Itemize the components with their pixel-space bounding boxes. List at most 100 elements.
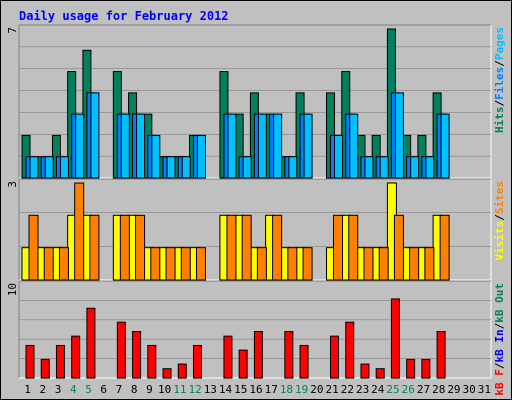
bar-pages-day-3	[59, 156, 69, 179]
bar-sites-day-21	[333, 214, 344, 281]
day-label: 17	[265, 383, 278, 396]
bar-sites-day-1	[28, 214, 39, 281]
day-label: 1	[24, 383, 31, 396]
legend-entry: /	[493, 362, 506, 369]
day-label: 23	[356, 383, 369, 396]
bar-sites-day-10	[165, 247, 176, 281]
bar-kb-f-day-2	[40, 358, 50, 379]
bar-sites-day-5	[89, 214, 100, 281]
bar-kb-f-day-27	[421, 358, 431, 379]
day-label: 24	[371, 383, 385, 396]
y-axis-max-label: 3	[6, 181, 19, 188]
day-label: 18	[280, 383, 293, 396]
panel-legend: Visits/Sites	[493, 181, 506, 261]
y-axis-max-label: 7	[6, 27, 19, 34]
bar-kb-f-day-25	[390, 298, 400, 379]
bar-pages-day-1	[29, 156, 39, 179]
bar-pages-day-16	[257, 113, 267, 179]
legend-entry: Hits	[493, 107, 506, 134]
series-sites	[28, 182, 450, 281]
legend-entry: kB In	[493, 329, 506, 362]
y-axis-max-label: 10	[6, 283, 19, 296]
day-label: 31	[478, 383, 491, 396]
bar-pages-day-22	[349, 113, 359, 179]
bar-kb-f-day-12	[192, 344, 202, 379]
day-label: 16	[249, 383, 262, 396]
bar-sites-day-19	[302, 247, 313, 281]
bar-sites-day-3	[58, 247, 69, 281]
day-label: 19	[295, 383, 308, 396]
day-label: 15	[234, 383, 247, 396]
bar-pages-day-15	[242, 156, 252, 179]
bar-pages-day-17	[273, 113, 283, 179]
x-axis-day-labels: 1 2 3 4 5 6 7 8 9 10 11 12 13 14 15 16 17 18 19 20 21 22 23 24 2…	[24, 383, 491, 396]
legend-entry: Pages	[493, 27, 506, 60]
bar-kb-f-day-3	[55, 344, 65, 379]
bar-kb-f-day-14	[223, 335, 233, 379]
bar-pages-day-4	[75, 113, 85, 179]
bar-kb-f-day-21	[330, 335, 340, 379]
bar-kb-f-day-5	[86, 307, 96, 379]
bar-kb-f-day-16	[253, 331, 263, 379]
day-label: 28	[432, 383, 445, 396]
bar-sites-day-23	[363, 247, 374, 281]
bar-sites-day-4	[74, 182, 85, 281]
bar-pages-day-8	[136, 113, 146, 179]
panel-legend: kB F/kB In/kB Out	[493, 283, 506, 396]
series-pages	[29, 92, 450, 179]
day-label: 6	[100, 383, 107, 396]
day-label: 12	[188, 383, 201, 396]
bar-kb-f-day-9	[147, 344, 157, 379]
bar-sites-day-27	[424, 247, 435, 281]
bar-sites-day-9	[150, 247, 161, 281]
bar-pages-day-14	[227, 113, 237, 179]
bar-sites-day-12	[195, 247, 206, 281]
bar-sites-day-17	[272, 214, 283, 281]
bar-pages-day-10	[166, 156, 176, 179]
bar-sites-day-25	[393, 214, 404, 281]
bar-pages-day-24	[379, 156, 389, 179]
day-label: 3	[55, 383, 62, 396]
legend-entry: kB F	[493, 369, 506, 396]
legend-entry: Sites	[493, 181, 506, 214]
panel-legend: Hits/Files/Pages	[493, 27, 506, 133]
bar-pages-day-27	[425, 156, 435, 179]
day-label: 22	[341, 383, 354, 396]
bar-sites-day-16	[256, 247, 267, 281]
day-label: 20	[310, 383, 323, 396]
day-label: 30	[463, 383, 476, 396]
bar-kb-f-day-24	[375, 368, 385, 379]
series-kb-f	[25, 298, 446, 379]
bar-kb-f-day-4	[71, 335, 81, 379]
bar-sites-day-15	[241, 214, 252, 281]
bar-kb-f-day-28	[436, 331, 446, 379]
bar-sites-day-2	[43, 247, 54, 281]
bar-sites-day-11	[180, 247, 191, 281]
legend-entry: /	[493, 60, 506, 67]
chart-title: Daily usage for February 2012	[19, 9, 229, 23]
day-label: 8	[131, 383, 138, 396]
day-label: 5	[85, 383, 92, 396]
day-label: 21	[326, 383, 339, 396]
bar-pages-day-12	[196, 134, 206, 179]
bar-pages-day-2	[44, 156, 54, 179]
bar-pages-day-11	[181, 156, 191, 179]
bar-kb-f-day-26	[406, 358, 416, 379]
day-label: 7	[116, 383, 123, 396]
panel-kbytes: 10 kB F/kB In/kB Out	[6, 280, 506, 396]
bar-sites-day-28	[439, 214, 450, 281]
bar-pages-day-7	[120, 113, 130, 179]
bar-pages-day-28	[440, 113, 450, 179]
bar-pages-day-19	[303, 113, 313, 179]
bar-sites-day-18	[287, 247, 298, 281]
day-label: 25	[386, 383, 399, 396]
day-label: 14	[219, 383, 233, 396]
bar-kb-f-day-10	[162, 368, 172, 379]
day-label: 13	[204, 383, 217, 396]
bar-sites-day-7	[119, 214, 130, 281]
legend-entry: Files	[493, 67, 506, 100]
bar-sites-day-24	[378, 247, 389, 281]
